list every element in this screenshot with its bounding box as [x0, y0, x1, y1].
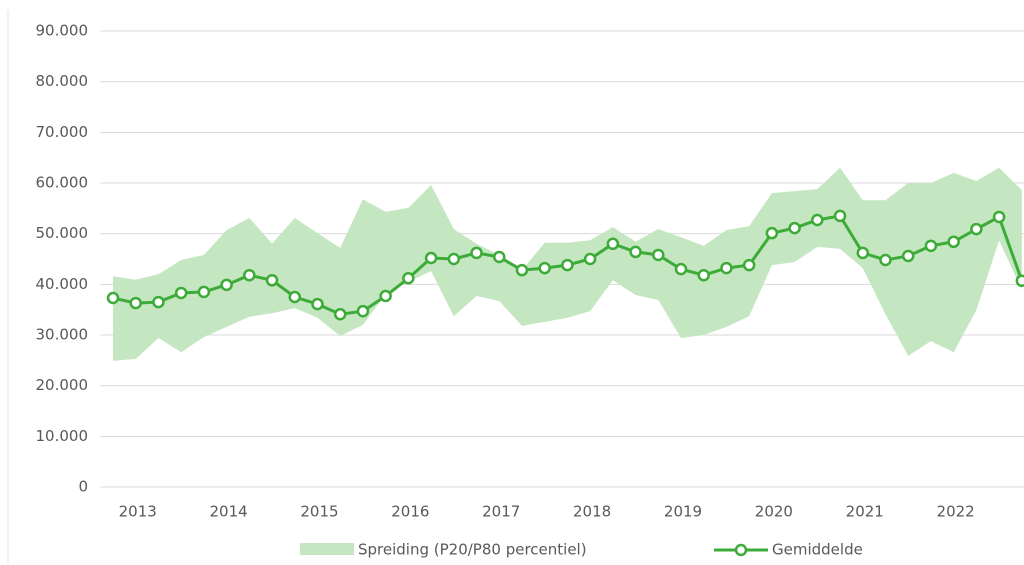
y-tick-label: 0 [78, 478, 88, 496]
x-tick-label: 2016 [391, 503, 429, 521]
point-marker [288, 290, 302, 304]
point-marker [970, 222, 983, 236]
point-marker [856, 246, 870, 260]
point-marker [265, 274, 279, 287]
point-marker [765, 226, 779, 240]
y-tick-label: 20.000 [36, 376, 89, 394]
point-marker [106, 291, 120, 305]
point-marker [220, 278, 233, 292]
point-marker [629, 245, 642, 259]
point-marker [515, 263, 529, 277]
point-marker [129, 296, 142, 310]
y-tick-label: 50.000 [36, 224, 89, 242]
y-tick-label: 10.000 [36, 427, 89, 445]
point-marker [674, 262, 688, 276]
point-marker [833, 209, 847, 223]
x-tick-label: 2019 [664, 503, 702, 521]
point-marker [652, 248, 665, 262]
y-tick-label: 40.000 [36, 275, 89, 293]
legend-label: Spreiding (P20/P80 percentiel) [358, 541, 587, 559]
legend-label: Gemiddelde [772, 541, 863, 559]
point-marker [447, 252, 461, 266]
point-marker [379, 289, 392, 303]
point-marker [788, 221, 801, 235]
legend-marker [734, 543, 748, 557]
point-marker [424, 251, 438, 265]
point-marker [197, 285, 211, 299]
point-marker [606, 237, 620, 251]
point-marker [879, 253, 892, 267]
point-marker [492, 250, 506, 264]
point-marker [992, 210, 1006, 224]
x-tick-label: 2017 [482, 503, 520, 521]
point-marker [311, 297, 324, 311]
point-marker [924, 239, 938, 253]
y-tick-label: 80.000 [36, 72, 89, 90]
legend-swatch [300, 543, 354, 555]
point-marker [538, 261, 551, 275]
point-marker [901, 249, 915, 263]
y-tick-label: 90.000 [36, 22, 89, 40]
point-marker [583, 252, 597, 266]
x-tick-label: 2022 [937, 503, 975, 521]
point-marker [174, 286, 188, 300]
point-marker [402, 272, 415, 285]
point-marker [811, 213, 824, 227]
point-marker [947, 235, 960, 249]
point-marker [720, 261, 733, 275]
point-marker [697, 268, 710, 282]
point-marker [1015, 274, 1024, 288]
point-marker [742, 258, 756, 272]
x-tick-label: 2020 [755, 503, 793, 521]
x-tick-label: 2018 [573, 503, 611, 521]
point-marker [356, 304, 370, 318]
point-marker [561, 258, 574, 272]
point-marker [243, 268, 256, 282]
point-marker [152, 295, 165, 309]
y-tick-label: 60.000 [36, 174, 89, 192]
x-tick-label: 2014 [210, 503, 248, 521]
x-tick-label: 2015 [300, 503, 338, 521]
point-marker [470, 246, 483, 260]
y-tick-label: 70.000 [36, 123, 89, 141]
y-tick-label: 30.000 [36, 326, 89, 344]
x-tick-label: 2013 [119, 503, 157, 521]
x-tick-label: 2021 [846, 503, 884, 521]
point-marker [333, 307, 347, 321]
